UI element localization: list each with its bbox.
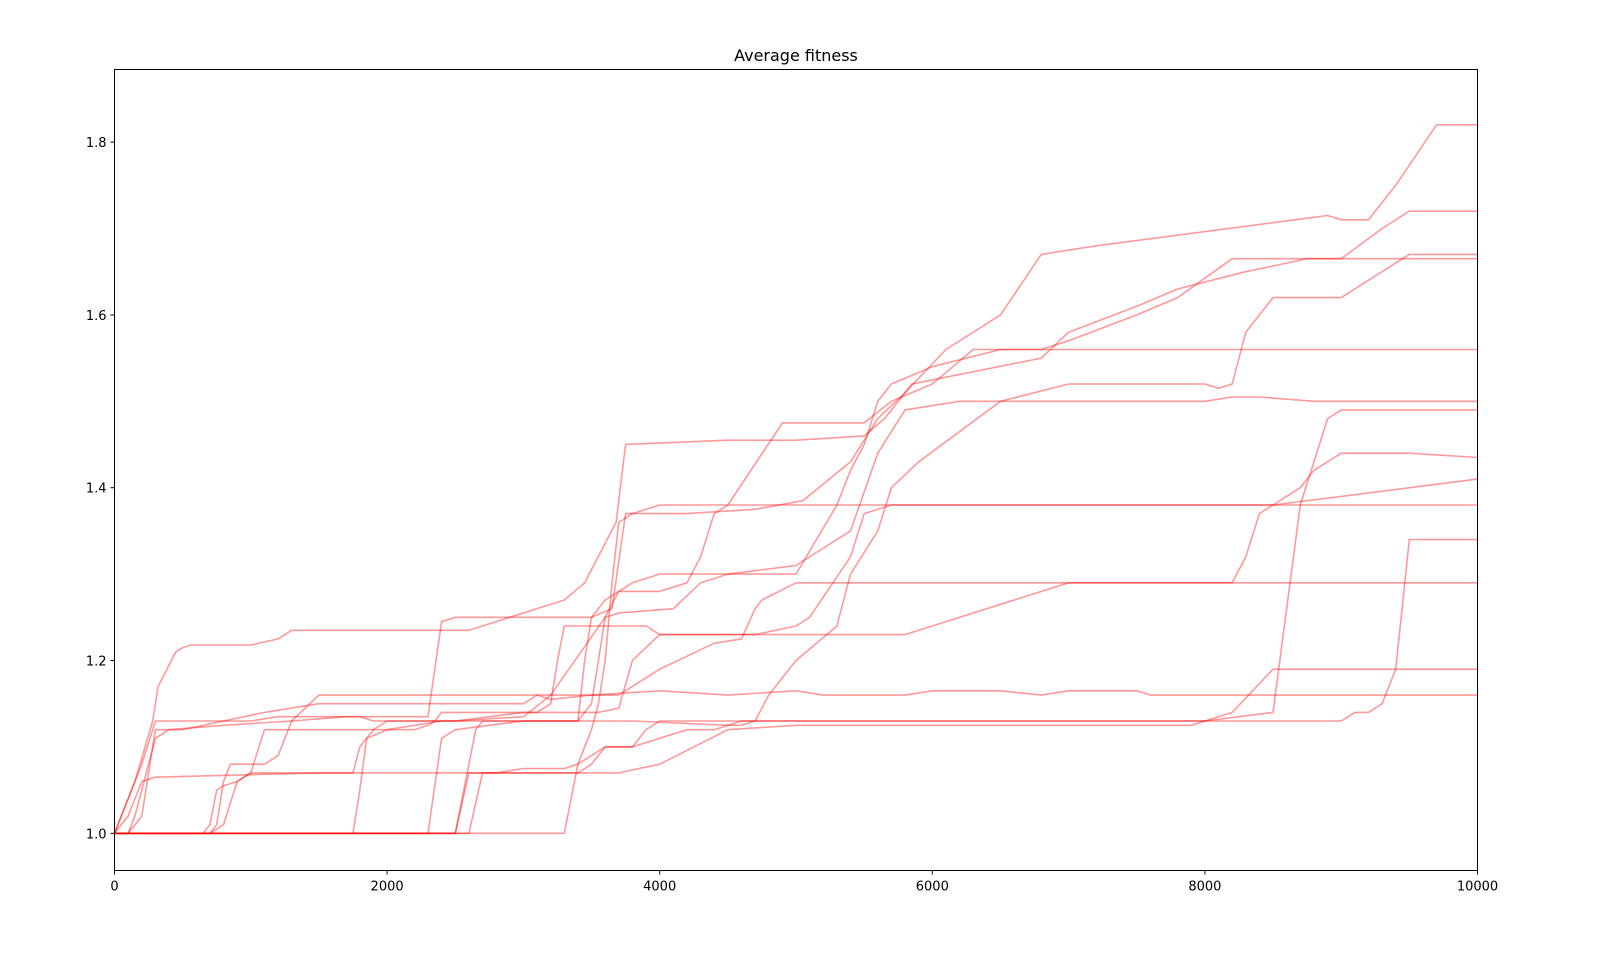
- x-tick-label: 6000: [916, 880, 949, 895]
- series-line-14: [114, 452, 1478, 835]
- y-tick-label: 1.2: [86, 655, 107, 670]
- y-tick-label: 1.8: [86, 136, 107, 151]
- series-line-1: [113, 257, 1478, 834]
- y-tick-label: 1.4: [86, 482, 107, 497]
- series-line-4: [114, 689, 1478, 835]
- series-line-2: [113, 124, 1478, 834]
- x-tick-label: 4000: [643, 880, 676, 895]
- series-line-8: [114, 478, 1478, 835]
- series-line-5: [113, 668, 1478, 834]
- plot-frame: [114, 69, 1478, 871]
- series-line-13: [114, 409, 1478, 835]
- y-tick-label: 1.6: [86, 309, 107, 324]
- series-line-11: [114, 348, 1478, 835]
- series-line-10: [114, 210, 1478, 835]
- y-tick-label: 1.0: [86, 827, 107, 842]
- chart-title: Average fitness: [734, 46, 858, 65]
- series-line-3: [114, 396, 1478, 835]
- series-line-9: [114, 253, 1478, 835]
- x-axis: 0 2000 4000 6000 8000 10000: [110, 870, 1498, 895]
- x-tick-label: 2000: [371, 880, 404, 895]
- x-tick-label: 10000: [1457, 880, 1498, 895]
- series-line-7: [114, 504, 1478, 835]
- series-line-6: [114, 581, 1478, 835]
- x-tick-label: 8000: [1188, 880, 1221, 895]
- x-tick-label: 0: [110, 880, 118, 895]
- series-line-12: [114, 538, 1478, 835]
- series-group: [113, 124, 1478, 835]
- y-axis: 1.0 1.2 1.4 1.6 1.8: [86, 136, 115, 842]
